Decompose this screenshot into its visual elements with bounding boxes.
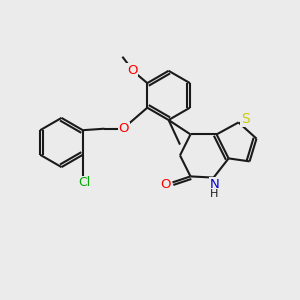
Text: Cl: Cl xyxy=(78,176,90,190)
Text: S: S xyxy=(241,112,250,126)
Text: O: O xyxy=(127,64,137,77)
Text: O: O xyxy=(161,178,171,191)
Text: N: N xyxy=(209,178,219,191)
Text: O: O xyxy=(119,122,129,135)
Text: H: H xyxy=(210,189,218,199)
